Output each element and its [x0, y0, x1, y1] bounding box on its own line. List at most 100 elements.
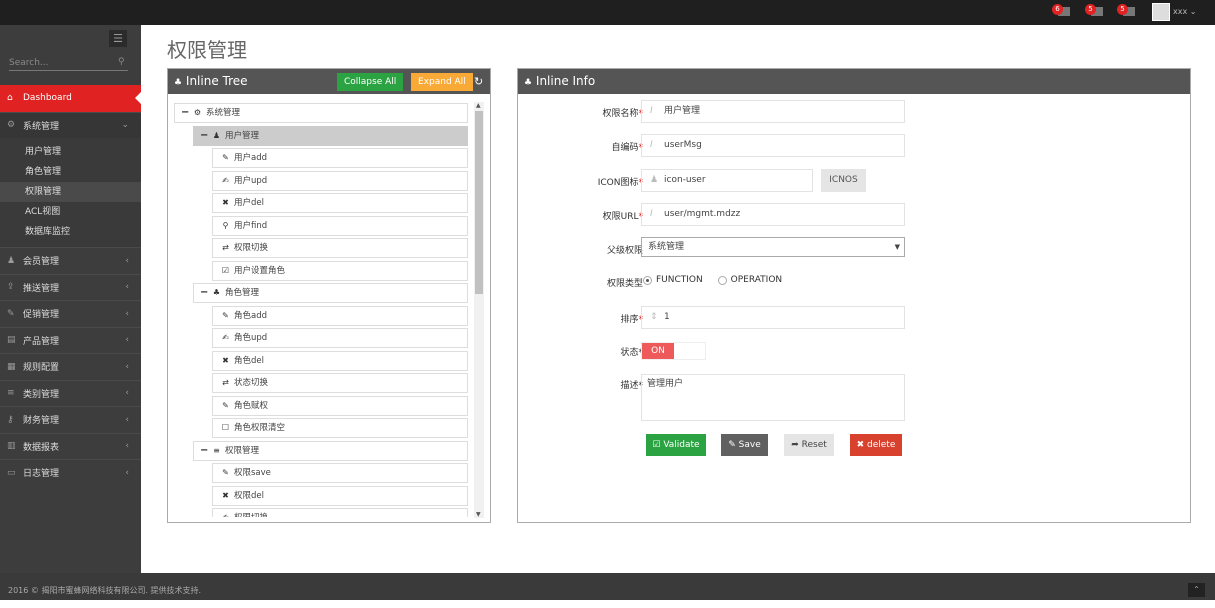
- inbox-badge: 5: [1085, 4, 1096, 15]
- tasks-badge: 5: [1117, 4, 1128, 15]
- tree-node[interactable]: ✍ 用户upd: [212, 170, 468, 191]
- sidebar-subitem[interactable]: 用户管理: [25, 147, 62, 157]
- edit-icon: ✍: [222, 175, 229, 185]
- tree-node-label: 系统管理: [206, 108, 241, 118]
- notification-tasks[interactable]: 5: [1117, 4, 1137, 18]
- tree-node[interactable]: ☐ 角色权限清空: [212, 418, 468, 438]
- collapse-all-button[interactable]: Collapse All: [337, 73, 404, 91]
- tree-node[interactable]: ✎ 权限save: [212, 463, 468, 483]
- sidebar-subitem[interactable]: 角色管理: [25, 167, 62, 177]
- save-button[interactable]: ✎ Save: [721, 434, 768, 456]
- sidebar-item[interactable]: ▥ 数据报表 ‹: [0, 432, 141, 460]
- cogs-icon: ⚙: [7, 120, 16, 131]
- tree-node[interactable]: ⚲ 用户find: [212, 215, 468, 236]
- avatar[interactable]: [1152, 3, 1170, 21]
- scroll-down-icon[interactable]: ▼: [476, 511, 481, 518]
- sidebar-item[interactable]: ✎ 促销管理 ‹: [0, 300, 141, 327]
- tree-node[interactable]: − ⚙ 系统管理: [174, 103, 468, 123]
- permission-tree: − ⚙ 系统管理 − ♟ 用户管理 ✎ 用户add ✍ 用户upd ✖ 用户del ⚲ 用户find ⇄ 权限…: [174, 103, 468, 517]
- tree-node[interactable]: ✖ 权限del: [212, 485, 468, 506]
- sidebar-nav: ⌂ Dashboard ⚙ 系统管理 ⌄ 用户管理角色管理权限管理 ACL视图数据库监控 ♟ 会…: [0, 85, 141, 486]
- tree-node[interactable]: − ≡ 权限管理: [193, 440, 468, 461]
- sidebar-item[interactable]: ♟ 会员管理 ‹: [0, 247, 141, 274]
- sidebar-subitem[interactable]: 数据库监控: [25, 227, 71, 237]
- expand-all-button[interactable]: Expand All: [411, 73, 473, 91]
- collapse-toggle-icon[interactable]: −: [200, 129, 209, 141]
- sidebar-toggle-icon[interactable]: ☰: [109, 30, 127, 47]
- tree-node[interactable]: ✎ 角色add: [212, 305, 468, 326]
- notification-inbox[interactable]: 5: [1085, 4, 1105, 18]
- tree-node[interactable]: ✖ 用户del: [212, 193, 468, 213]
- bars-icon: ≡: [213, 445, 220, 455]
- scroll-thumb[interactable]: [475, 111, 483, 294]
- tree-node[interactable]: ✍ 角色upd: [212, 328, 468, 348]
- tree-node[interactable]: ✎ 用户add: [212, 148, 468, 168]
- radio-operation[interactable]: OPERATION: [717, 275, 782, 285]
- icnos-button[interactable]: ICNOS: [821, 169, 866, 192]
- tree-node[interactable]: − ♣ 角色管理: [193, 283, 468, 303]
- user-icon: ♟: [7, 255, 16, 266]
- search-icon[interactable]: ⚲: [118, 57, 125, 67]
- field-parent-row: 父级权限 系统管理 ▼: [518, 237, 1191, 261]
- tree-node-label: 用户管理: [225, 130, 260, 141]
- order-input[interactable]: ⇕ 1: [641, 306, 905, 329]
- tree-node[interactable]: ☑ 用户设置角色: [212, 260, 468, 281]
- icon-input[interactable]: ♟ icon-user: [641, 169, 813, 192]
- info-panel-header: ♣ Inline Info: [518, 69, 1190, 94]
- sidebar-item[interactable]: ⌂ Dashboard: [0, 85, 141, 112]
- field-status-label: 状态*: [620, 348, 643, 358]
- sidebar-item[interactable]: ≡ 类别管理 ‹: [0, 379, 141, 407]
- field-type-label: 权限类型: [606, 279, 643, 289]
- sidebar-subitem[interactable]: ACL视图: [25, 207, 61, 217]
- sidebar-item[interactable]: ▭ 日志管理 ‹: [0, 459, 141, 486]
- notification-bell[interactable]: 6: [1052, 4, 1072, 18]
- tree-node-label: 权限切换: [234, 243, 269, 253]
- user-menu[interactable]: xxx ⌄: [1173, 7, 1196, 16]
- tree-node[interactable]: ✖ 角色del: [212, 350, 468, 371]
- username: xxx: [1173, 7, 1188, 16]
- sidebar-item[interactable]: ⇪ 推送管理 ‹: [0, 273, 141, 301]
- sidebar-item[interactable]: ▤ 产品管理 ‹: [0, 326, 141, 354]
- collapse-toggle-icon[interactable]: −: [200, 444, 209, 456]
- scroll-to-top-icon[interactable]: ⌃: [1188, 583, 1205, 597]
- name-input[interactable]: I 用户管理: [641, 100, 905, 123]
- chevron-left-icon: ‹: [125, 441, 129, 452]
- bar-chart-icon: ▥: [7, 441, 16, 452]
- sidebar-search-input[interactable]: [9, 56, 128, 71]
- refresh-icon[interactable]: ↻: [474, 75, 484, 88]
- chevron-left-icon: ‹: [125, 308, 129, 319]
- description-textarea[interactable]: 管理用户: [641, 374, 905, 421]
- tree-node[interactable]: ⇄ 状态切换: [212, 373, 468, 393]
- sidebar-item[interactable]: ⚷ 财务管理 ‹: [0, 406, 141, 433]
- sidebar-subitem[interactable]: 权限管理: [0, 182, 141, 202]
- times-icon: ✖: [222, 198, 229, 207]
- tree-node[interactable]: ✍权限切换: [212, 508, 468, 517]
- text-cursor-icon: I: [650, 106, 653, 116]
- top-bar: 6 5 5 xxx ⌄: [0, 0, 1215, 25]
- home-icon: ⌂: [7, 93, 13, 104]
- sidebar-item-label: 促销管理: [23, 310, 60, 321]
- radio-function[interactable]: FUNCTION: [643, 275, 703, 285]
- delete-button[interactable]: ✖ delete: [850, 434, 902, 456]
- scroll-up-icon[interactable]: ▲: [476, 102, 481, 109]
- sidebar-submenu: 用户管理角色管理权限管理 ACL视图数据库监控: [0, 138, 141, 247]
- sidebar-item[interactable]: ▦ 规则配置 ‹: [0, 353, 141, 380]
- field-type-row: 权限类型 FUNCTION OPERATION: [518, 272, 1191, 296]
- tree-node-label: 角色upd: [234, 333, 268, 343]
- tree-node-label: 状态切换: [234, 378, 269, 388]
- tree-node[interactable]: ⇄ 权限切换: [212, 238, 468, 258]
- reset-button[interactable]: ➦ Reset: [784, 434, 834, 456]
- collapse-toggle-icon[interactable]: −: [181, 107, 190, 118]
- pencil-icon: ✎: [222, 468, 229, 477]
- collapse-toggle-icon[interactable]: −: [200, 287, 209, 298]
- parent-select[interactable]: 系统管理 ▼: [641, 237, 905, 257]
- sidebar-item[interactable]: ⚙ 系统管理 ⌄: [0, 111, 141, 138]
- tree-node[interactable]: − ♟ 用户管理: [193, 125, 468, 146]
- tree-node[interactable]: ✎ 角色赋权: [212, 395, 468, 416]
- validate-button[interactable]: ☑ Validate: [646, 434, 706, 456]
- status-switch[interactable]: ON: [641, 342, 706, 360]
- tree-scrollbar[interactable]: ▲ ▼: [474, 102, 484, 518]
